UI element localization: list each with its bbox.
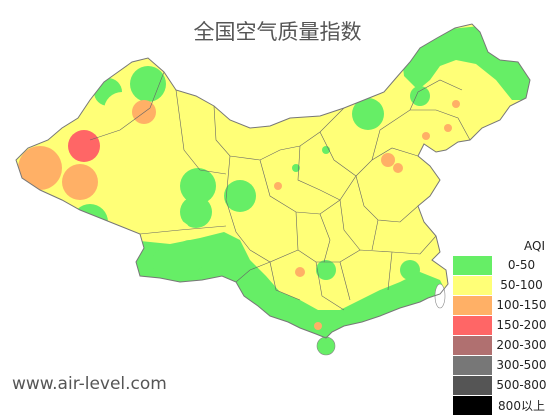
legend-item: 500-800 (453, 375, 553, 395)
zone-green (316, 260, 336, 280)
hainan-island (316, 336, 336, 356)
legend-swatch (453, 295, 492, 315)
zone-green (72, 204, 108, 240)
zone-green (130, 66, 166, 102)
zone-yellow (446, 64, 478, 96)
zone-green (180, 168, 216, 204)
zone-orange (295, 267, 305, 277)
legend-label: 150-200 (496, 318, 547, 332)
zone-orange (62, 164, 98, 200)
zone-orange (274, 182, 282, 190)
website-url[interactable]: www.air-level.com (12, 374, 167, 394)
province-borders (89, 71, 471, 311)
legend-item: 0-50 (453, 255, 553, 275)
zone-green (352, 98, 384, 130)
taiwan-island (434, 283, 446, 309)
zone-orange (18, 146, 62, 190)
legend-rows: 0-50 50-100 100-150 150-200 200-300 300-500 50… (453, 255, 553, 415)
zone-orange (132, 100, 156, 124)
map-title: 全国空气质量指数 (193, 20, 362, 44)
zone-green (292, 164, 300, 172)
legend-label: 50-100 (500, 278, 543, 292)
zone-orange (314, 322, 322, 330)
zone-yellow (118, 134, 154, 170)
zone-green (180, 196, 212, 228)
legend-item: 200-300 (453, 335, 553, 355)
legend-item: 800以上 (453, 395, 553, 415)
legend-title: AQI (524, 239, 545, 253)
zone-yellow (168, 106, 208, 146)
legend-swatch (453, 355, 492, 375)
zone-green (400, 260, 420, 280)
china-aqi-map (15, 23, 531, 356)
zone-orange (444, 124, 452, 132)
zone-orange (381, 153, 395, 167)
zone-red (68, 130, 100, 162)
zone-orange (422, 132, 430, 140)
zone-green (174, 240, 206, 272)
aqi-legend: AQI 0-50 50-100 100-150 150-200 200-300 300-5… (453, 237, 553, 415)
zone-yellow (104, 92, 140, 128)
legend-swatch (453, 315, 492, 335)
legend-swatch (453, 275, 492, 295)
zone-green (224, 180, 256, 212)
legend-label: 300-500 (496, 358, 547, 372)
zone-green (410, 86, 430, 106)
legend-label: 800以上 (498, 398, 545, 413)
legend-item: 300-500 (453, 355, 553, 375)
legend-swatch (453, 255, 492, 275)
legend-swatch (453, 395, 492, 415)
zone-orange (393, 163, 403, 173)
legend-label: 500-800 (496, 378, 547, 392)
legend-item: 50-100 (453, 275, 553, 295)
legend-swatch (453, 375, 492, 395)
legend-label: 0-50 (507, 258, 536, 272)
legend-label: 200-300 (496, 338, 547, 352)
legend-item: 150-200 (453, 315, 553, 335)
zone-orange (452, 100, 460, 108)
legend-label: 100-150 (496, 298, 547, 312)
legend-swatch (453, 335, 492, 355)
zone-green (152, 248, 180, 276)
legend-item: 100-150 (453, 295, 553, 315)
